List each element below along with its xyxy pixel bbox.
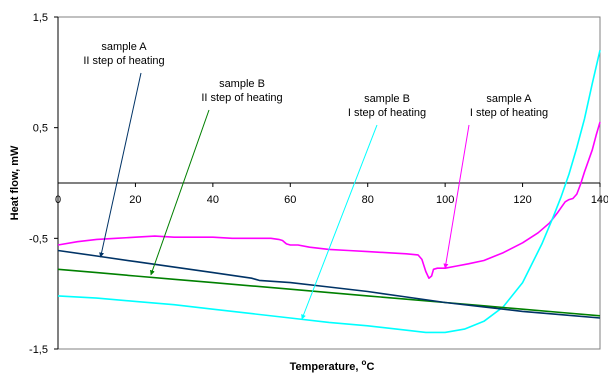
annotation-4: sample A I step of heating [443, 93, 548, 269]
annotation-1: sample A II step of heating [83, 41, 165, 258]
x-tick-label: 80 [362, 194, 374, 206]
annotation-arrow [99, 72, 142, 258]
y-axis-title: Heat flow, mW [9, 145, 21, 220]
y-tick-label: 0,5 [33, 123, 48, 135]
annotation-text: sample B [364, 93, 410, 105]
annotation-2: sample B II step of heating [150, 78, 283, 276]
annotation-arrow [150, 109, 210, 276]
annotation-text: sample A [486, 93, 532, 105]
annotation-3: sample B I step of heating [301, 93, 426, 320]
y-tick-label: -1,5 [29, 344, 48, 356]
x-tick-label: 40 [207, 194, 219, 206]
axes: 0 20 40 60 80 100 120 140 1,5 0,5 -0,5 -1,5 [29, 12, 608, 356]
x-axis-title: Temperature, oC [290, 358, 375, 373]
x-tick-label: 20 [129, 194, 141, 206]
series-line-3 [57, 268, 601, 317]
annotation-text: II step of heating [83, 55, 164, 67]
x-tick-label: 100 [436, 194, 454, 206]
x-tick-label: 60 [284, 194, 296, 206]
annotation-text: I step of heating [348, 107, 426, 119]
x-tick-label: 140 [591, 194, 608, 206]
y-tick-label: -0,5 [29, 233, 48, 245]
annotation-text: sample B [219, 78, 265, 90]
series-line-2 [57, 50, 601, 334]
annotation-arrow [301, 124, 378, 320]
x-tick-label: 120 [513, 194, 531, 206]
annotation-text: I step of heating [470, 107, 548, 119]
annotation-text: sample A [101, 41, 147, 53]
annotations: sample A II step of heating sample B II ste… [83, 41, 548, 320]
y-tick-label: 1,5 [33, 12, 48, 24]
annotation-text: II step of heating [201, 92, 282, 104]
x-tick-label: 0 [55, 194, 61, 206]
annotation-arrow [443, 124, 470, 269]
series-line-1 [57, 121, 601, 279]
